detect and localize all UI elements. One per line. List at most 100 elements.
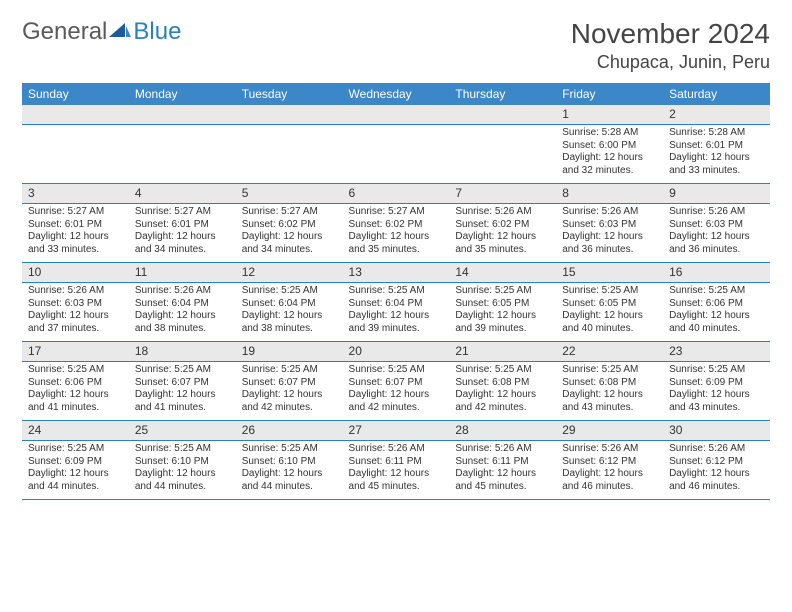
day-number: 13	[343, 263, 450, 282]
daylight-text: Daylight: 12 hours and 42 minutes.	[349, 389, 444, 414]
day-cell	[449, 125, 556, 184]
sunset-text: Sunset: 6:03 PM	[669, 219, 764, 232]
day-number-cell: 14	[449, 263, 556, 283]
day-cell	[22, 125, 129, 184]
day-cell: Sunrise: 5:25 AMSunset: 6:10 PMDaylight:…	[236, 441, 343, 500]
month-title: November 2024	[571, 18, 770, 50]
day-cell: Sunrise: 5:26 AMSunset: 6:03 PMDaylight:…	[556, 204, 663, 263]
day-cell: Sunrise: 5:25 AMSunset: 6:07 PMDaylight:…	[236, 362, 343, 421]
sunset-text: Sunset: 6:02 PM	[349, 219, 444, 232]
day-number-cell: 22	[556, 342, 663, 362]
day-number-cell: 17	[22, 342, 129, 362]
day-cell: Sunrise: 5:25 AMSunset: 6:05 PMDaylight:…	[556, 283, 663, 342]
sunset-text: Sunset: 6:01 PM	[135, 219, 230, 232]
sunset-text: Sunset: 6:07 PM	[135, 377, 230, 390]
sunrise-text: Sunrise: 5:28 AM	[562, 127, 657, 140]
sunrise-text: Sunrise: 5:26 AM	[562, 206, 657, 219]
day-number: 21	[449, 342, 556, 361]
week-daynum-row: 12	[22, 105, 770, 125]
day-number-cell: 30	[663, 421, 770, 441]
daylight-text: Daylight: 12 hours and 36 minutes.	[562, 231, 657, 256]
sunrise-text: Sunrise: 5:27 AM	[349, 206, 444, 219]
day-number-cell: 23	[663, 342, 770, 362]
sunrise-text: Sunrise: 5:25 AM	[455, 364, 550, 377]
sunrise-text: Sunrise: 5:25 AM	[349, 364, 444, 377]
day-number: 29	[556, 421, 663, 440]
sunset-text: Sunset: 6:04 PM	[242, 298, 337, 311]
day-number: 11	[129, 263, 236, 282]
day-header: Thursday	[449, 83, 556, 105]
logo-text-blue: Blue	[133, 18, 181, 46]
day-number-cell: 7	[449, 184, 556, 204]
day-number: 9	[663, 184, 770, 203]
day-cell: Sunrise: 5:25 AMSunset: 6:05 PMDaylight:…	[449, 283, 556, 342]
sunrise-text: Sunrise: 5:25 AM	[349, 285, 444, 298]
sunrise-text: Sunrise: 5:26 AM	[669, 206, 764, 219]
sunset-text: Sunset: 6:04 PM	[135, 298, 230, 311]
sunset-text: Sunset: 6:07 PM	[242, 377, 337, 390]
day-number: 18	[129, 342, 236, 361]
day-cell: Sunrise: 5:25 AMSunset: 6:09 PMDaylight:…	[22, 441, 129, 500]
day-number-cell	[449, 105, 556, 125]
sunset-text: Sunset: 6:12 PM	[669, 456, 764, 469]
sunset-text: Sunset: 6:10 PM	[135, 456, 230, 469]
sunset-text: Sunset: 6:11 PM	[455, 456, 550, 469]
daylight-text: Daylight: 12 hours and 39 minutes.	[455, 310, 550, 335]
daylight-text: Daylight: 12 hours and 39 minutes.	[349, 310, 444, 335]
week-daynum-row: 3456789	[22, 184, 770, 204]
sunset-text: Sunset: 6:02 PM	[242, 219, 337, 232]
day-cell	[236, 125, 343, 184]
daylight-text: Daylight: 12 hours and 46 minutes.	[669, 468, 764, 493]
day-header: Tuesday	[236, 83, 343, 105]
day-number: 3	[22, 184, 129, 203]
day-number: 14	[449, 263, 556, 282]
daylight-text: Daylight: 12 hours and 42 minutes.	[455, 389, 550, 414]
day-number-cell: 12	[236, 263, 343, 283]
calendar-page: General Blue November 2024 Chupaca, Juni…	[0, 0, 792, 510]
daylight-text: Daylight: 12 hours and 43 minutes.	[562, 389, 657, 414]
day-cell: Sunrise: 5:26 AMSunset: 6:12 PMDaylight:…	[663, 441, 770, 500]
day-cell: Sunrise: 5:26 AMSunset: 6:03 PMDaylight:…	[22, 283, 129, 342]
daylight-text: Daylight: 12 hours and 40 minutes.	[562, 310, 657, 335]
day-number: 5	[236, 184, 343, 203]
title-block: November 2024 Chupaca, Junin, Peru	[571, 18, 770, 73]
day-header: Saturday	[663, 83, 770, 105]
day-cell	[129, 125, 236, 184]
daylight-text: Daylight: 12 hours and 35 minutes.	[455, 231, 550, 256]
sunrise-text: Sunrise: 5:27 AM	[242, 206, 337, 219]
sunset-text: Sunset: 6:06 PM	[669, 298, 764, 311]
day-number: 12	[236, 263, 343, 282]
daylight-text: Daylight: 12 hours and 35 minutes.	[349, 231, 444, 256]
day-number: 24	[22, 421, 129, 440]
day-number: 10	[22, 263, 129, 282]
day-number: 16	[663, 263, 770, 282]
day-number-cell: 6	[343, 184, 450, 204]
day-cell: Sunrise: 5:25 AMSunset: 6:06 PMDaylight:…	[663, 283, 770, 342]
calendar-body: 12 Sunrise: 5:28 AMSunset: 6:00 PM Dayligh…	[22, 105, 770, 500]
day-number-cell: 11	[129, 263, 236, 283]
sunrise-text: Sunrise: 5:25 AM	[135, 364, 230, 377]
sunrise-text: Sunrise: 5:25 AM	[669, 364, 764, 377]
day-number-cell: 21	[449, 342, 556, 362]
day-cell: Sunrise: 5:27 AMSunset: 6:02 PMDaylight:…	[343, 204, 450, 263]
week-daynum-row: 10111213141516	[22, 263, 770, 283]
daylight-text: Daylight: 12 hours and 45 minutes.	[349, 468, 444, 493]
day-number-cell: 27	[343, 421, 450, 441]
day-number-cell: 24	[22, 421, 129, 441]
day-number-cell	[343, 105, 450, 125]
sunset-text: Sunset: 6:00 PM	[562, 140, 657, 153]
day-cell: Sunrise: 5:26 AMSunset: 6:11 PMDaylight:…	[449, 441, 556, 500]
day-header: Friday	[556, 83, 663, 105]
day-number: 7	[449, 184, 556, 203]
day-cell: Sunrise: 5:27 AMSunset: 6:02 PMDaylight:…	[236, 204, 343, 263]
day-number: 8	[556, 184, 663, 203]
sunrise-text: Sunrise: 5:27 AM	[135, 206, 230, 219]
sunset-text: Sunset: 6:03 PM	[562, 219, 657, 232]
day-number-cell: 3	[22, 184, 129, 204]
daylight-text: Daylight: 12 hours and 46 minutes.	[562, 468, 657, 493]
daylight-text: Daylight: 12 hours and 36 minutes.	[669, 231, 764, 256]
sunrise-text: Sunrise: 5:26 AM	[349, 443, 444, 456]
day-number-cell: 1	[556, 105, 663, 125]
sunset-text: Sunset: 6:05 PM	[455, 298, 550, 311]
sunset-text: Sunset: 6:06 PM	[28, 377, 123, 390]
